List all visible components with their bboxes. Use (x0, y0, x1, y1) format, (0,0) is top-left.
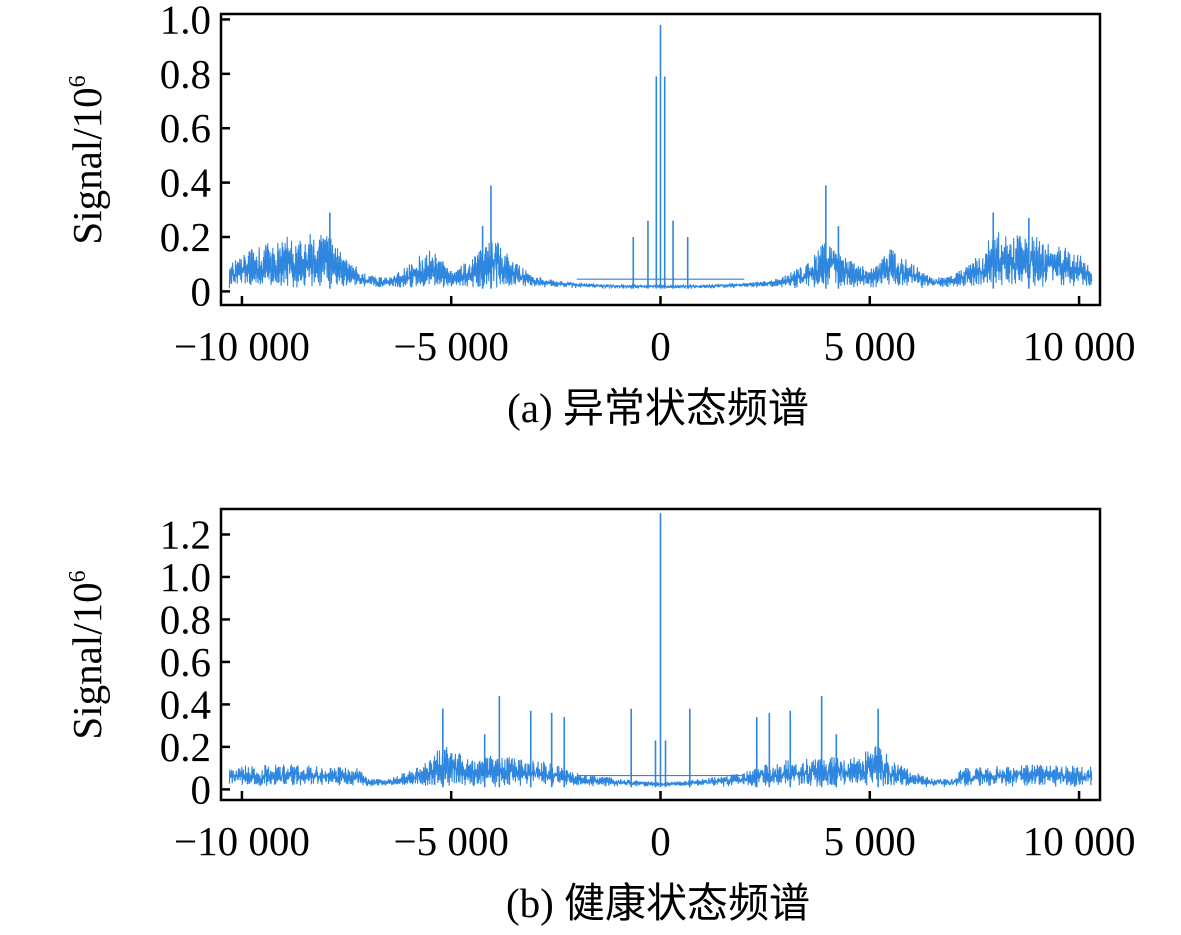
panel-a-y-tick-label: 0.2 (160, 214, 211, 260)
panel-a-signal-series (228, 24, 1093, 290)
panel-b-healthy-spectrum: 00.20.40.60.81.01.2 −10 000 −5 000 0 5 000 1… (64, 507, 1135, 926)
panel-b-x-ticks: −10 000 −5 000 0 5 000 10 000 (174, 791, 1135, 864)
panel-b-x-tick-label: −5 000 (394, 818, 509, 864)
panel-a-abnormal-spectrum: 0 0.2 0.4 0.6 0.8 1.0 −10 000 −5 000 0 5 000 10 0… (64, 0, 1135, 431)
panel-a-y-tick-label: 1.0 (160, 0, 211, 42)
panel-b-x-tick-label: −10 000 (174, 818, 310, 864)
panel-b-y-tick-label: 1.2 (160, 511, 211, 557)
panel-b-y-tick-label: 0.6 (160, 639, 211, 685)
panel-a-x-tick-label: 10 000 (1023, 323, 1136, 369)
panel-b-signal-series (228, 513, 1093, 788)
panel-a-x-ticks: −10 000 −5 000 0 5 000 10 000 (174, 296, 1135, 369)
panel-b-y-tick-label: 0.8 (160, 596, 211, 642)
panel-a-x-tick-label: 0 (650, 323, 671, 369)
panel-b-x-tick-label: 5 000 (824, 818, 916, 864)
panel-a-y-tick-label: 0.6 (160, 105, 211, 151)
panel-a-y-ticks: 0 0.2 0.4 0.6 0.8 1.0 (160, 0, 230, 314)
panel-a-y-tick-label: 0 (191, 268, 212, 314)
panel-b-x-tick-label: 10 000 (1023, 818, 1136, 864)
panel-b-y-tick-label: 0 (191, 766, 212, 812)
panel-a-x-tick-label: −5 000 (394, 323, 509, 369)
panel-a-x-tick-label: −10 000 (174, 323, 310, 369)
panel-a-x-tick-label: 5 000 (824, 323, 916, 369)
panel-a-y-axis-title: Signal/106 (64, 75, 110, 244)
panel-b-y-tick-label: 1.0 (160, 554, 211, 600)
panel-b-y-ticks: 00.20.40.60.81.01.2 (160, 511, 230, 812)
panel-b-y-axis-title: Signal/106 (64, 570, 110, 739)
panel-b-y-tick-label: 0.2 (160, 724, 211, 770)
panel-a-y-tick-label: 0.8 (160, 51, 211, 97)
panel-b-caption: (b) 健康状态频谱 (506, 880, 810, 926)
panel-b-x-tick-label: 0 (650, 818, 671, 864)
panel-a-y-tick-label: 0.4 (160, 160, 211, 206)
panel-a-caption: (a) 异常状态频谱 (507, 385, 809, 431)
panel-b-y-tick-label: 0.4 (160, 681, 211, 727)
